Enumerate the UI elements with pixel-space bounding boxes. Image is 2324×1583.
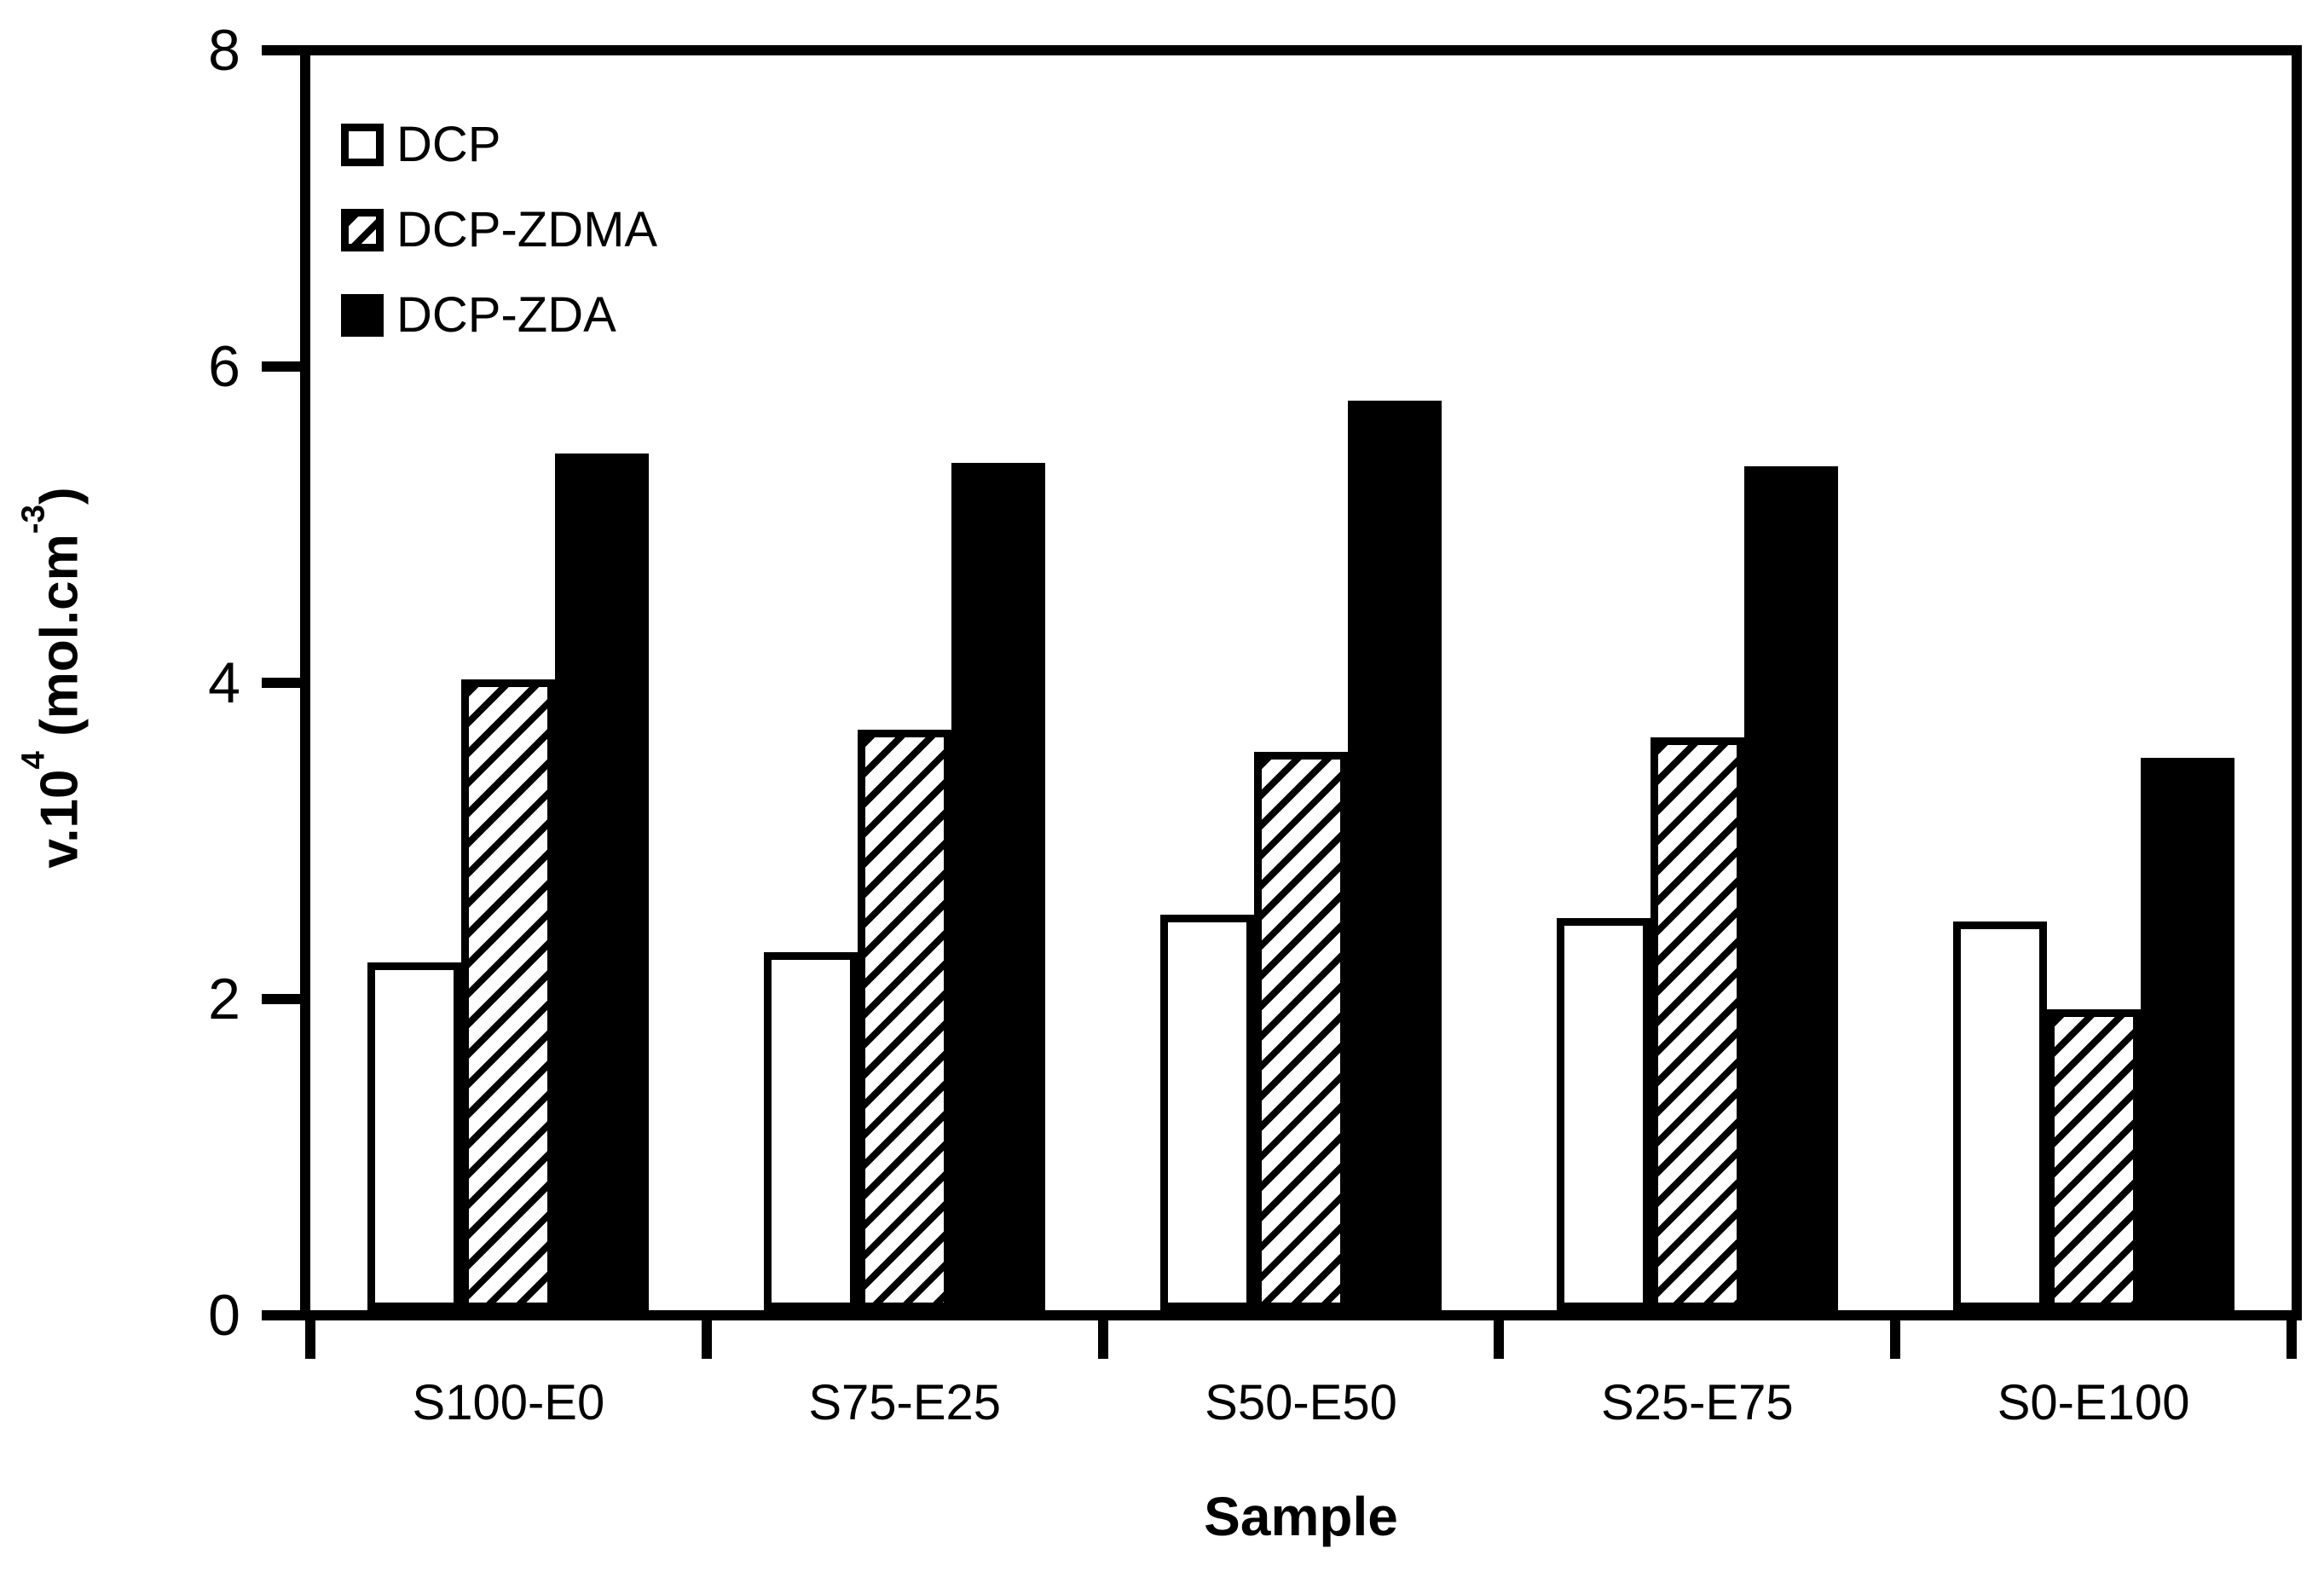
category-label-S25-E75: S25-E75 [1600,1375,1794,1430]
y-axis-tick [262,678,300,688]
bar-DCP-ZDA-S100-E0 [555,454,650,1310]
y-axis-tick [262,994,300,1004]
category-label-S0-E100: S0-E100 [1997,1375,2190,1430]
y-axis-title-post: ) [30,487,90,506]
bar-DCP-S50-E50 [1160,915,1254,1310]
category-label-S100-E0: S100-E0 [412,1375,605,1430]
bar-DCP-ZDMA-S100-E0 [461,679,556,1310]
bar-DCP-ZDA-S0-E100 [2140,758,2234,1310]
legend-label-DCP-ZDMA: DCP-ZDMA [396,202,658,257]
bar-DCP-ZDA-S75-E25 [951,463,1046,1310]
y-axis-title-sup2: -3 [14,505,52,534]
bar-DCP-S100-E0 [367,962,462,1310]
y-axis-tick [262,361,300,372]
x-axis-tick [1097,1320,1108,1359]
y-axis-tick [262,45,300,55]
y-axis-tick-label: 6 [208,334,240,399]
x-axis-tick [2286,1320,2297,1359]
legend-row-DCP-ZDMA: DCP-ZDMA [341,205,657,256]
y-axis-tick [262,1310,300,1320]
legend-row-DCP: DCP [341,119,657,170]
x-axis-tick [1890,1320,1901,1359]
y-axis-title-sup1: 4 [14,751,52,770]
legend-swatch-DCP-ZDMA [341,209,384,251]
x-axis-tick [1494,1320,1505,1359]
legend-label-DCP: DCP [396,117,501,172]
y-axis-tick-label: 2 [208,967,240,1031]
x-axis-tick [305,1320,315,1359]
bar-DCP-ZDMA-S0-E100 [2046,1009,2141,1310]
y-axis-title-mid: (mol.cm [30,534,90,752]
bar-DCP-ZDMA-S25-E75 [1650,737,1744,1310]
bar-DCP-ZDA-S25-E75 [1743,466,1838,1310]
bar-DCP-S0-E100 [1952,921,2047,1310]
category-label-S50-E50: S50-E50 [1205,1375,1397,1430]
bar-DCP-ZDMA-S75-E25 [858,730,952,1310]
legend-swatch-DCP [341,124,384,166]
y-axis-tick-label: 8 [208,18,240,83]
y-axis-title-pre: v.10 [30,769,90,869]
bar-DCP-ZDA-S50-E50 [1348,401,1442,1310]
bar-DCP-S75-E25 [764,952,858,1310]
legend-swatch-DCP-ZDA [341,294,384,337]
y-axis-tick-label: 4 [208,650,240,715]
x-axis-tick [701,1320,712,1359]
y-axis-tick-label: 0 [208,1283,240,1348]
category-label-S75-E25: S75-E25 [808,1375,1002,1430]
legend-label-DCP-ZDA: DCP-ZDA [396,287,616,343]
bar-DCP-ZDMA-S50-E50 [1254,752,1348,1310]
bar-DCP-S25-E75 [1556,918,1651,1310]
x-axis-title: Sample [1204,1486,1398,1547]
legend-row-DCP-ZDA: DCP-ZDA [341,290,657,341]
plot-area [300,45,2302,1320]
legend: DCP DCP-ZDMA DCP-ZDA [341,119,657,375]
